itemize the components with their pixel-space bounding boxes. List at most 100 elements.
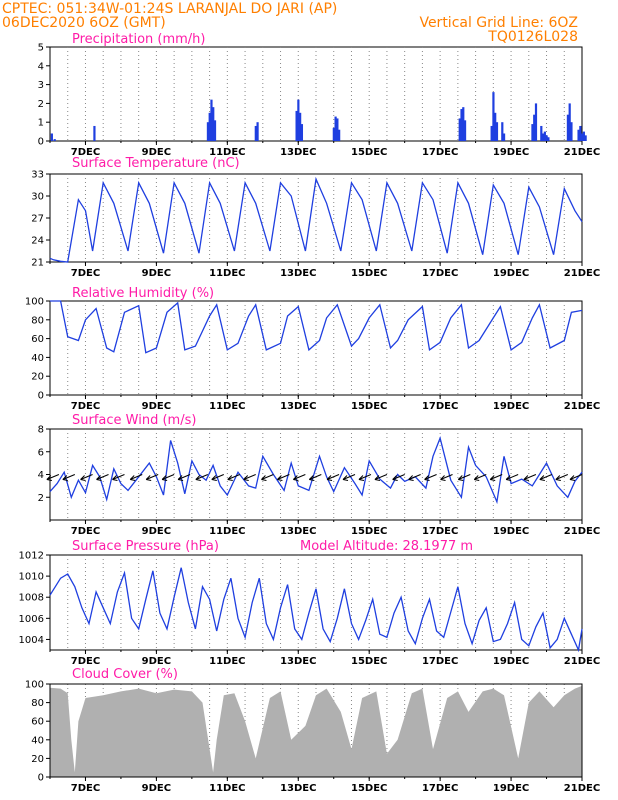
x-tick-label: 19DEC [493, 147, 529, 158]
x-tick-label: 19DEC [493, 656, 529, 667]
precip-bar [581, 133, 584, 141]
wind-vector-head [555, 475, 561, 481]
wind-vector [195, 474, 209, 480]
x-tick-label: 9DEC [142, 656, 171, 667]
wind-vector [474, 474, 487, 480]
wind-vector-head [489, 475, 496, 481]
y-tick-label: 24 [31, 236, 44, 247]
wind-vector [80, 474, 93, 480]
x-tick-label: 21DEC [564, 526, 600, 537]
precip-bar [533, 114, 536, 141]
wind-vector [112, 474, 125, 480]
x-tick-label: 7DEC [71, 401, 100, 412]
precip-bar [543, 131, 546, 141]
x-tick-label: 15DEC [351, 268, 387, 279]
x-tick-label: 19DEC [493, 268, 529, 279]
precip-bar [545, 135, 548, 141]
y-tick-label: 1006 [19, 614, 44, 625]
wind-vector [505, 474, 519, 480]
precip-bar [568, 103, 571, 141]
wind-vector [130, 474, 143, 480]
x-tick-label: 13DEC [280, 656, 316, 667]
panel-title-humidity: Relative Humidity (%) [72, 286, 214, 301]
x-tick-label: 9DEC [142, 526, 171, 537]
wind-vector [277, 474, 290, 480]
x-tick-label: 17DEC [422, 783, 458, 794]
precip-bar [501, 122, 504, 141]
wind-vector [440, 474, 453, 480]
precip-bar [463, 120, 467, 141]
y-tick-label: 2 [38, 99, 44, 110]
wind-vector-head [195, 475, 201, 481]
wind-vector-head [227, 475, 233, 481]
x-tick-label: 11DEC [209, 526, 245, 537]
precip-bar [566, 114, 570, 141]
x-tick-label: 15DEC [351, 656, 387, 667]
wind-vector-head [308, 475, 315, 481]
wind-vector-head [261, 475, 267, 481]
precip-bar [93, 125, 96, 141]
y-tick-label: 40 [31, 353, 44, 364]
wind-vector-head [145, 475, 152, 481]
series-line [49, 567, 583, 653]
wind-vector-head [129, 475, 136, 481]
wind-vector [374, 474, 388, 480]
precip-bar [579, 125, 582, 141]
wind-vector-head [374, 475, 381, 481]
wind-vector-head [277, 475, 283, 481]
wind-vector-head [424, 475, 430, 481]
pressure-model-altitude: Model Altitude: 28.1977 m [300, 539, 473, 554]
wind-vector [342, 474, 356, 480]
y-tick-label: 1012 [19, 551, 44, 562]
precip-bar [458, 118, 461, 141]
y-tick-label: 1004 [19, 635, 44, 646]
precip-bar [462, 107, 465, 141]
y-tick-label: 1010 [19, 572, 44, 583]
wind-vector [261, 474, 274, 480]
wind-vector [243, 474, 256, 480]
wind-vector-head [80, 475, 86, 481]
precip-bar [254, 125, 257, 141]
y-tick-label: 21 [31, 258, 44, 269]
precip-bar [338, 129, 341, 141]
x-tick-label: 17DEC [422, 401, 458, 412]
x-tick-label: 11DEC [209, 783, 245, 794]
wind-vector-head [161, 475, 168, 481]
precip-bar [53, 139, 56, 141]
x-tick-label: 11DEC [209, 147, 245, 158]
y-tick-label: 100 [25, 680, 44, 691]
wind-vector-head [293, 475, 299, 481]
precip-bar [534, 103, 538, 141]
wind-vector-head [408, 475, 414, 481]
precip-bar [582, 131, 585, 141]
x-tick-label: 9DEC [142, 783, 171, 794]
x-tick-label: 15DEC [351, 147, 387, 158]
panel-temperature: Surface Temperature (nC) 21 24 27 30 33 7DEC 9… [31, 156, 600, 279]
wind-vector-head [62, 475, 68, 481]
precip-bar [547, 137, 550, 141]
x-tick-label: 11DEC [209, 656, 245, 667]
wind-vector [555, 474, 569, 480]
wind-vector-head [46, 475, 52, 481]
panel-title-cloud-cover: Cloud Cover (%) [72, 667, 178, 682]
precip-bar [210, 99, 213, 141]
y-tick-label: 27 [31, 214, 44, 225]
y-tick-label: 4 [38, 470, 44, 481]
x-tick-label: 17DEC [422, 656, 458, 667]
wind-vector-head [569, 475, 576, 481]
header-grid-note: Vertical Grid Line: 6OZ [419, 15, 578, 31]
precip-bar [584, 135, 587, 141]
panel-title-wind: Surface Wind (m/s) [72, 413, 196, 428]
y-tick-label: 80 [31, 698, 44, 709]
wind-vector [161, 474, 175, 480]
y-tick-label: 0 [38, 391, 44, 402]
wind-vector-head [473, 475, 480, 481]
y-tick-label: 1008 [19, 593, 44, 604]
precip-bar [540, 125, 543, 141]
panel-title-precipitation: Precipitation (mm/h) [72, 32, 205, 47]
panel-pressure: Surface Pressure (hPa) Model Altitude: 2… [19, 539, 601, 667]
x-tick-label: 11DEC [209, 401, 245, 412]
precip-bar [492, 92, 495, 141]
x-tick-label: 19DEC [493, 526, 529, 537]
series-line [50, 300, 583, 354]
